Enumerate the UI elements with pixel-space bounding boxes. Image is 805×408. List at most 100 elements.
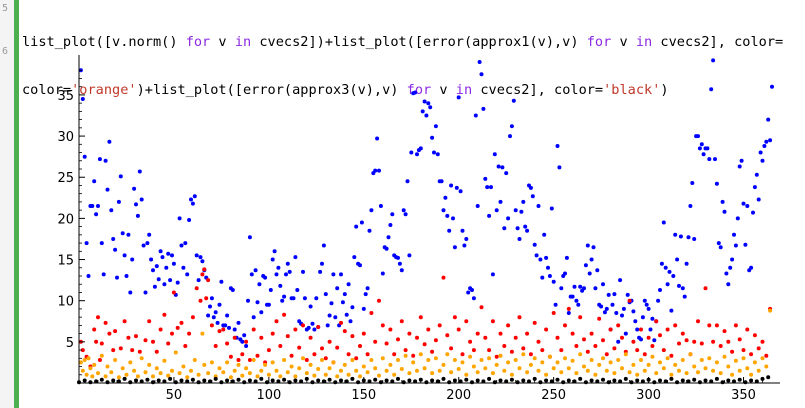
point-s2-97 (430, 371, 435, 376)
point-s1-107 (468, 339, 473, 344)
code-line[interactable]: list_plot([v.norm() for v in cvecs2])+li… (22, 34, 805, 50)
point-s2-123 (528, 362, 533, 367)
point-s1-74 (342, 329, 347, 334)
point-s0-102 (272, 249, 277, 254)
point-s0-215 (487, 213, 492, 218)
point-s0-140 (344, 312, 349, 317)
point-s1-136 (578, 315, 583, 320)
point-s1-67 (316, 325, 321, 329)
point-s0-7 (92, 179, 97, 184)
point-s0-188 (435, 152, 440, 157)
point-s0-173 (407, 253, 412, 258)
point-s0-147 (358, 263, 362, 268)
point-s0-155 (373, 168, 378, 173)
point-s3-16 (168, 376, 173, 381)
point-s0-224 (504, 171, 509, 176)
point-s2-84 (380, 356, 385, 361)
point-s3-53 (378, 380, 383, 385)
point-s1-12 (113, 329, 118, 334)
point-s1-88 (396, 337, 400, 342)
point-s0-177 (415, 152, 419, 157)
point-s0-252 (557, 165, 562, 170)
point-s2-175 (726, 364, 731, 369)
point-s2-147 (620, 366, 624, 371)
point-s3-85 (561, 380, 566, 385)
point-s0-185 (430, 135, 435, 140)
point-s1-38 (206, 278, 211, 283)
code-token: )+list_plot([error(approx3(v),v) (136, 82, 407, 98)
code-token: list_plot([v.norm() (22, 34, 186, 50)
point-s0-105 (278, 283, 283, 288)
point-s3-48 (350, 376, 355, 381)
point-s1-126 (540, 348, 545, 353)
point-s0-99 (266, 302, 271, 307)
point-s1-62 (297, 345, 302, 350)
point-s2-52 (259, 368, 264, 373)
point-s1-185 (764, 353, 769, 358)
point-s1-34 (198, 298, 203, 303)
point-s2-163 (680, 358, 685, 362)
point-s1-85 (384, 341, 389, 346)
point-s3-32 (259, 376, 264, 381)
point-s0-62 (196, 278, 201, 283)
point-s0-285 (620, 313, 624, 318)
point-s1-117 (506, 323, 511, 328)
point-s0-251 (555, 144, 560, 148)
point-s0-274 (599, 304, 604, 309)
point-s1-82 (373, 339, 378, 344)
point-s0-278 (606, 292, 611, 297)
point-s0-6 (90, 204, 95, 208)
point-s1-109 (475, 331, 480, 336)
point-s0-112 (291, 296, 296, 301)
point-s0-255 (563, 271, 567, 276)
point-s3-56 (396, 376, 400, 381)
point-s0-88 (246, 298, 250, 303)
point-s0-206 (470, 288, 474, 292)
point-s2-134 (570, 358, 575, 363)
point-s3-118 (749, 378, 754, 383)
point-s3-96 (623, 376, 628, 381)
point-s0-233 (521, 199, 526, 204)
point-s2-41 (217, 366, 222, 371)
point-s1-160 (669, 353, 674, 358)
point-s2-77 (354, 368, 359, 373)
point-s1-122 (525, 331, 530, 336)
point-s1-56 (274, 319, 279, 324)
point-s0-242 (538, 257, 543, 262)
point-s0-295 (639, 337, 643, 342)
point-s1-35 (200, 272, 205, 277)
point-s0-94 (257, 282, 262, 287)
x-tick-label: 300 (636, 388, 661, 403)
point-s2-127 (544, 372, 549, 377)
point-s3-19 (185, 379, 190, 384)
cell-selection-bar[interactable] (14, 0, 19, 408)
point-s2-143 (604, 368, 609, 373)
point-s1-159 (665, 327, 670, 332)
point-s1-120 (517, 315, 522, 320)
point-s0-10 (97, 157, 102, 162)
point-s0-190 (439, 179, 444, 184)
point-s3-22 (202, 378, 207, 383)
point-s2-93 (415, 368, 419, 373)
point-s3-36 (282, 377, 287, 382)
point-s2-109 (475, 370, 480, 375)
point-s1-73 (339, 320, 343, 325)
point-s3-88 (578, 376, 583, 381)
point-s1-66 (312, 352, 317, 357)
point-s2-167 (696, 370, 700, 375)
point-s0-316 (678, 234, 683, 239)
point-s0-239 (532, 242, 537, 247)
point-s0-362 (766, 117, 771, 122)
point-s0-150 (363, 292, 368, 297)
point-s0-78 (227, 325, 231, 330)
point-s2-73 (339, 368, 343, 373)
code-string: 'black' (603, 82, 661, 98)
point-s0-110 (287, 269, 292, 274)
point-s0-186 (432, 150, 436, 155)
point-s1-80 (365, 352, 370, 357)
point-s0-211 (479, 72, 484, 77)
code-token: v (431, 82, 456, 98)
point-s1-18 (137, 349, 142, 354)
point-s2-176 (730, 372, 735, 377)
point-s0-313 (673, 232, 678, 237)
